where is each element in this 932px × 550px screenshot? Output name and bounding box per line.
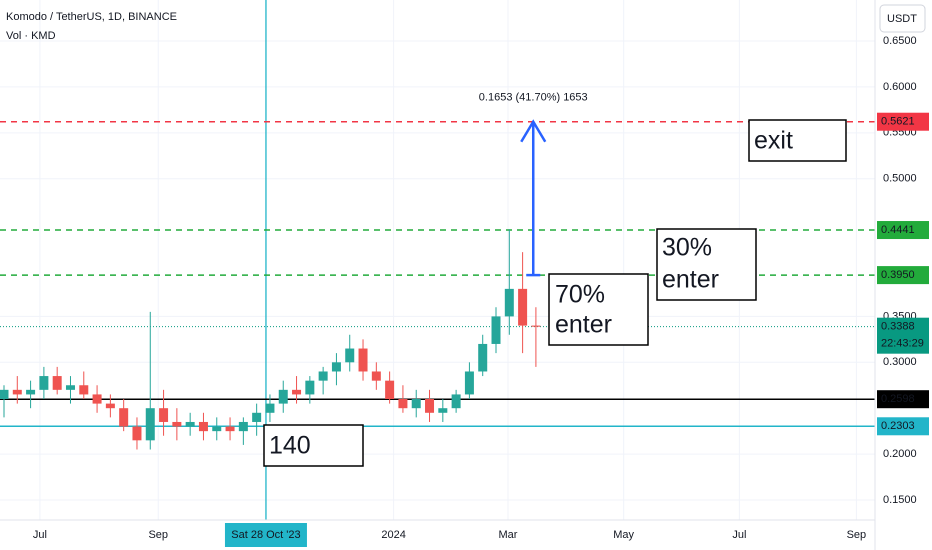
note-140: 140 [263, 424, 364, 467]
candle-body [212, 426, 222, 432]
candle-body [531, 325, 541, 327]
candle-body [358, 348, 368, 372]
unit-box[interactable] [879, 4, 926, 33]
level-label: 0.4441 [881, 224, 915, 236]
level-label-box [877, 417, 929, 436]
last-price-label: 0.3388 [881, 321, 915, 333]
candle-body [185, 421, 195, 427]
measure-arrowhead [520, 119, 547, 143]
note-box [548, 273, 649, 346]
candle-body [518, 288, 528, 326]
countdown-label: 22:43:29 [881, 338, 924, 350]
note-exit: exit [748, 119, 847, 162]
candle-body [12, 389, 22, 395]
x-tick-label: 2024 [381, 529, 405, 541]
candle-body [305, 380, 315, 395]
candle-body [225, 426, 235, 432]
candle-body [132, 426, 142, 441]
price-unit[interactable]: USDT [887, 13, 917, 25]
crosshair-label: Sat 28 Oct '23 [231, 529, 300, 541]
candle-body [491, 316, 501, 344]
note-text: 70% [555, 281, 605, 309]
level-label-box [877, 221, 929, 240]
candle-body [425, 399, 435, 413]
candle-body [105, 403, 115, 409]
x-tick-label: Jul [732, 529, 746, 541]
y-tick-label: 0.1500 [883, 494, 917, 506]
candle-body [318, 371, 328, 381]
level-label: 0.2598 [881, 393, 915, 405]
note-box [656, 228, 757, 301]
x-tick-label: Mar [499, 529, 518, 541]
candle-body [145, 408, 155, 441]
measure-label: 0.1653 (41.70%) 1653 [479, 92, 588, 104]
note-text: 140 [269, 432, 311, 460]
candle-body [26, 389, 36, 395]
candle-body [119, 408, 129, 427]
volume-label: Vol · KMD [6, 30, 56, 42]
candle-body [292, 389, 302, 395]
symbol-title: Komodo / TetherUS, 1D, BINANCE [6, 11, 177, 23]
candle-body [92, 394, 102, 404]
candle-body [159, 408, 169, 422]
note-70: 70% enter [548, 273, 649, 346]
x-tick-label: May [613, 529, 634, 541]
note-text: enter [555, 311, 612, 339]
candle-body [371, 371, 381, 381]
note-text: 30% [662, 234, 712, 262]
candle-body [65, 385, 75, 390]
candle-body [345, 348, 355, 363]
candle-body [39, 376, 49, 390]
candle-body [478, 343, 488, 372]
level-label-box [877, 390, 929, 409]
candle-body [172, 421, 182, 427]
note-box [263, 424, 364, 467]
last-price-box [877, 317, 929, 354]
candle-body [252, 412, 262, 422]
y-tick-label: 0.6000 [883, 81, 917, 93]
candle-body [0, 389, 9, 400]
x-tick-label: Sep [847, 529, 867, 541]
note-text: enter [662, 266, 719, 294]
level-label-box [877, 112, 929, 131]
candle-body [278, 389, 288, 404]
level-label: 0.3950 [881, 269, 915, 281]
level-label: 0.5621 [881, 116, 915, 128]
x-tick-label: Jul [33, 529, 47, 541]
candle-body [504, 288, 514, 317]
candle-body [385, 380, 395, 400]
candle-body [52, 376, 62, 390]
candle-body [411, 399, 421, 409]
candle-body [451, 394, 461, 409]
note-box [748, 119, 847, 162]
y-tick-label: 0.2000 [883, 448, 917, 460]
candle-body [265, 403, 275, 413]
crosshair-label-box [224, 523, 307, 547]
candle-body [331, 362, 341, 372]
level-label: 0.2303 [881, 420, 915, 432]
candle-body [79, 385, 89, 395]
note-30: 30% enter [656, 228, 757, 301]
candle-body [464, 371, 474, 395]
candle-body [438, 408, 448, 413]
candle-body [398, 399, 408, 409]
y-tick-label: 0.3000 [883, 356, 917, 368]
note-text: exit [754, 127, 793, 155]
candle-body [198, 421, 208, 432]
level-label-box [877, 266, 929, 285]
plot-area [0, 0, 875, 520]
y-tick-label: 0.5000 [883, 173, 917, 185]
y-tick-label: 0.6500 [883, 35, 917, 47]
x-tick-label: Sep [148, 529, 168, 541]
candle-body [238, 421, 248, 432]
